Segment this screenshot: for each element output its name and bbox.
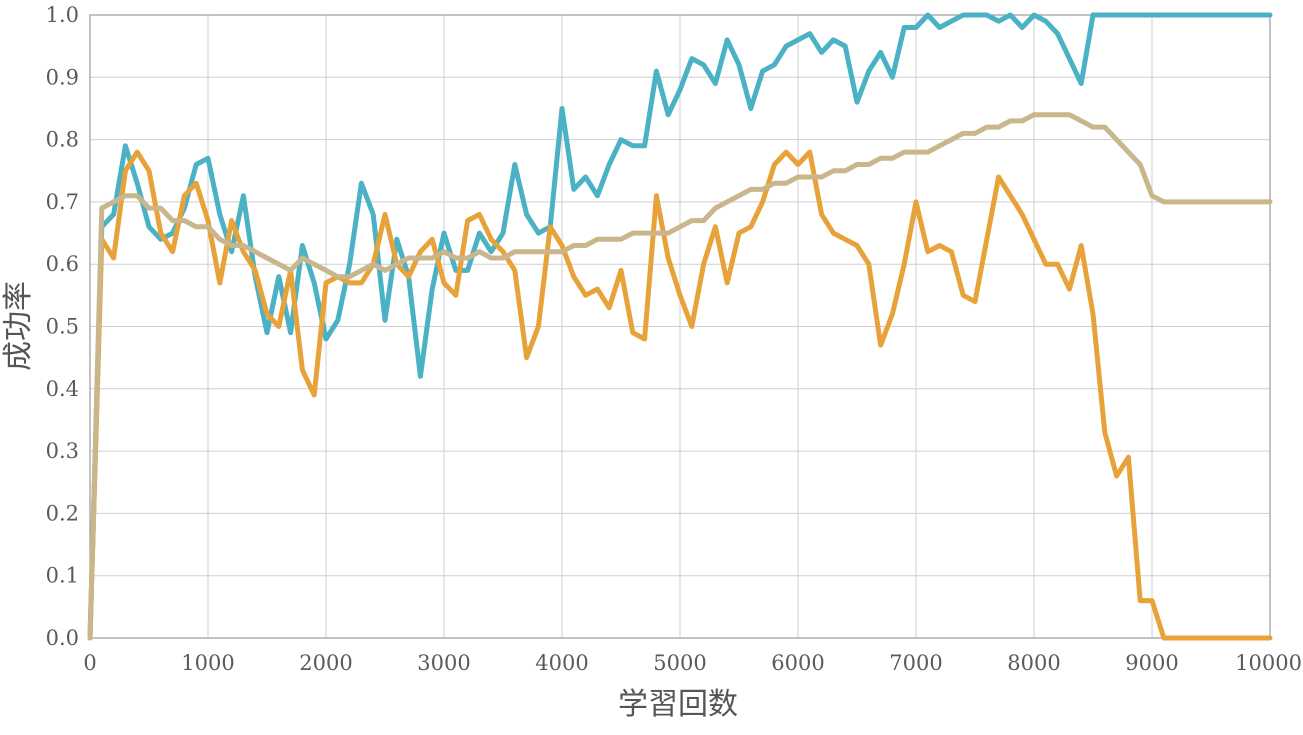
y-axis-ticks: 0.0 0.1 0.2 0.3 0.4 0.5 0.6 0.7 0.8 0.9 1.0 (46, 3, 79, 650)
y-tick-label: 0.5 (46, 315, 79, 339)
x-tick-label: 5000 (653, 651, 706, 675)
y-tick-label: 0.9 (46, 65, 79, 89)
x-tick-label: 0 (83, 651, 96, 675)
y-tick-label: 0.3 (46, 439, 79, 463)
x-axis-title: 学習回数 (618, 687, 738, 722)
x-tick-label: 10000 (1235, 651, 1302, 675)
x-tick-label: 1000 (181, 651, 234, 675)
series-line-2 (87, 149, 1273, 641)
series-line-3 (87, 112, 1273, 641)
y-tick-label: 0.2 (46, 501, 79, 525)
x-tick-label: 8000 (1007, 651, 1060, 675)
y-axis-title: 成功率 (1, 281, 36, 371)
x-tick-label: 4000 (535, 651, 588, 675)
y-tick-label: 0.7 (46, 190, 79, 214)
x-tick-label: 6000 (771, 651, 824, 675)
y-tick-label: 1.0 (46, 3, 79, 27)
x-tick-label: 9000 (1125, 651, 1178, 675)
y-tick-label: 0.0 (46, 626, 79, 650)
x-tick-label: 3000 (417, 651, 470, 675)
y-tick-label: 0.1 (46, 564, 79, 588)
x-tick-label: 7000 (889, 651, 942, 675)
y-tick-label: 0.4 (46, 377, 79, 401)
series-line-1 (87, 12, 1273, 641)
y-tick-label: 0.8 (46, 128, 79, 152)
x-tick-label: 2000 (299, 651, 352, 675)
x-axis-ticks: 0 1000 2000 3000 4000 5000 6000 7000 8000 9000 100… (83, 651, 1302, 675)
series-group (87, 12, 1273, 641)
plot-frame (89, 14, 1271, 639)
y-tick-label: 0.6 (46, 252, 79, 276)
